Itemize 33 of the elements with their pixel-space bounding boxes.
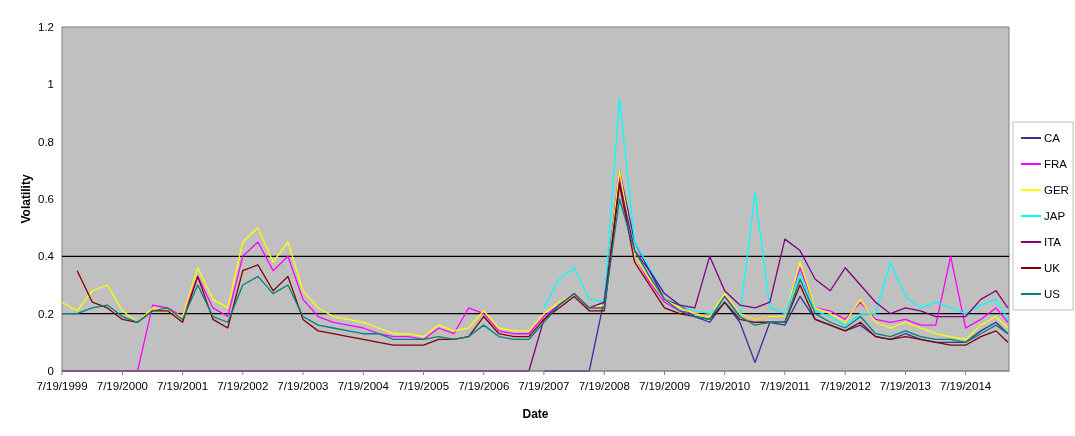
legend-label: ITA [1044, 236, 1062, 248]
x-tick-label: 7/19/2014 [940, 380, 992, 392]
legend-label: CA [1044, 132, 1061, 144]
legend-label: FRA [1044, 158, 1068, 170]
y-tick-label: 0.6 [38, 193, 54, 205]
x-tick-label: 7/19/2001 [156, 380, 209, 392]
y-axis-title: Volatility [19, 174, 33, 224]
legend-label: JAP [1044, 210, 1066, 222]
x-tick-label: 7/19/2008 [578, 380, 630, 392]
y-tick-label: 0.8 [38, 135, 54, 148]
x-tick-label: 7/19/2009 [638, 380, 691, 392]
x-tick-label: 7/19/2013 [879, 380, 932, 392]
x-tick-label: 7/19/2002 [217, 380, 269, 392]
x-tick-label: 7/19/2011 [759, 380, 811, 392]
x-tick-label: 7/19/2005 [397, 380, 450, 392]
line-series [543, 98, 1009, 326]
x-tick-label: 7/19/2010 [699, 380, 751, 392]
x-tick-label: 7/19/2012 [819, 380, 871, 392]
x-tick-label: 7/19/2003 [277, 380, 329, 392]
y-tick-label: 1.2 [38, 21, 54, 33]
x-tick-label: 7/19/2000 [96, 380, 148, 392]
x-tick-label: 7/19/1999 [36, 380, 88, 392]
legend-label: UK [1044, 262, 1061, 274]
y-tick-label: 1 [47, 78, 54, 91]
legend-label: GER [1044, 184, 1069, 196]
x-tick-label: 7/19/2004 [337, 380, 390, 392]
legend-label: US [1044, 288, 1061, 300]
y-tick-label: 0.4 [38, 250, 55, 263]
x-tick-label: 7/19/2006 [458, 380, 510, 392]
x-tick-label: 7/19/2007 [518, 380, 570, 392]
y-tick-label: 0 [47, 365, 54, 377]
y-tick-label: 0.2 [38, 307, 54, 320]
x-axis-title: Date [522, 407, 549, 421]
